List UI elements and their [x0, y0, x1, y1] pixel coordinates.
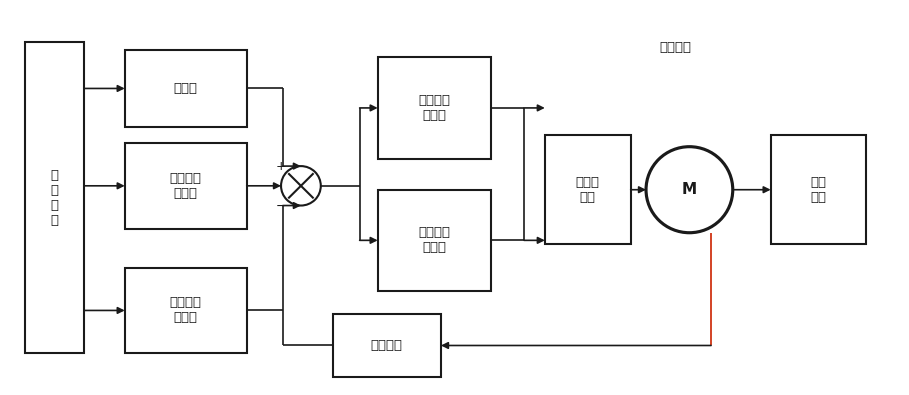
- Bar: [125, 49, 246, 128]
- Text: 弧电流测
量环节: 弧电流测 量环节: [170, 172, 202, 200]
- Text: 滑差电机: 滑差电机: [660, 41, 692, 54]
- Text: +: +: [275, 160, 286, 173]
- Text: 电
弧
环
节: 电 弧 环 节: [51, 169, 59, 226]
- Text: 弧电压测
量环节: 弧电压测 量环节: [170, 296, 202, 324]
- Bar: [25, 42, 85, 353]
- Bar: [125, 267, 246, 353]
- Ellipse shape: [281, 166, 321, 205]
- Text: 超前器: 超前器: [174, 82, 198, 95]
- Text: 测速反馈: 测速反馈: [371, 339, 403, 352]
- Ellipse shape: [646, 147, 733, 233]
- Bar: [771, 135, 865, 244]
- Text: 晶闸管
整流: 晶闸管 整流: [575, 176, 600, 204]
- Text: 正转调速
触发器: 正转调速 触发器: [418, 94, 450, 122]
- Text: 反转调速
触发器: 反转调速 触发器: [418, 226, 450, 254]
- Bar: [333, 314, 441, 377]
- Bar: [544, 135, 631, 244]
- Bar: [125, 143, 246, 229]
- Text: M: M: [682, 182, 697, 197]
- Bar: [378, 190, 491, 291]
- Text: 传动
机构: 传动 机构: [810, 176, 826, 204]
- Bar: [378, 57, 491, 158]
- Text: −: −: [275, 199, 286, 213]
